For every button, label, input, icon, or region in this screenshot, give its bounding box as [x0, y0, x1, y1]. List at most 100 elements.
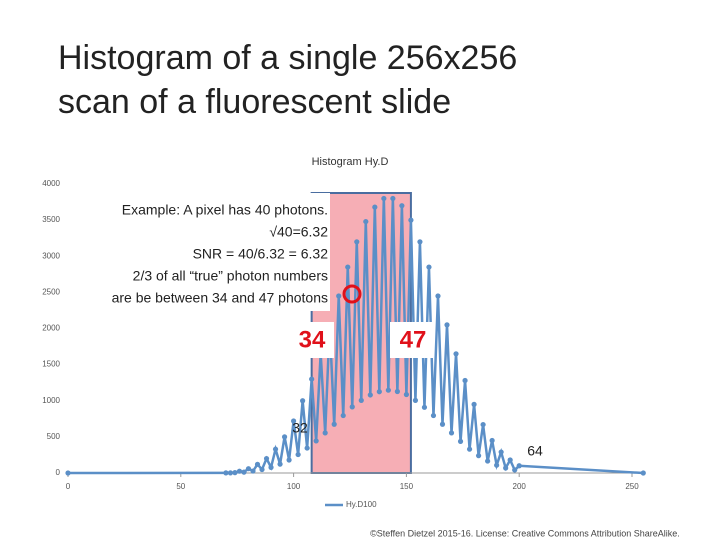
annotation-label: 64 [527, 443, 543, 459]
range-label: 34 [299, 326, 326, 353]
data-point [250, 468, 256, 474]
data-point [462, 377, 468, 384]
data-point [236, 468, 243, 474]
data-point [421, 404, 428, 410]
data-point [304, 445, 310, 451]
data-point [259, 466, 265, 473]
x-tick-label: 150 [400, 482, 414, 491]
data-point [485, 458, 491, 464]
y-tick-label: 2500 [42, 287, 60, 296]
data-point [227, 470, 234, 476]
data-point [232, 470, 238, 476]
data-point [453, 351, 459, 357]
label-box [390, 322, 434, 358]
data-point [322, 430, 328, 436]
annotation-box [68, 193, 330, 311]
data-point [376, 389, 382, 395]
data-point [494, 462, 500, 468]
data-point [475, 453, 482, 459]
data-point [385, 387, 391, 393]
annotation-line: 2/3 of all “true” photon numbers [133, 268, 328, 284]
x-tick-label: 100 [287, 482, 301, 491]
data-point [313, 438, 319, 444]
data-point [241, 469, 247, 475]
data-point [263, 455, 270, 462]
data-point [65, 470, 71, 476]
data-point [272, 446, 279, 452]
chart-title: Histogram Hy.D [312, 156, 389, 168]
x-tick-label: 250 [625, 482, 639, 491]
data-point [349, 404, 355, 410]
y-tick-label: 3500 [42, 215, 60, 224]
data-point [354, 239, 360, 245]
data-point [390, 195, 396, 202]
data-point [507, 457, 513, 463]
data-point [291, 418, 297, 424]
data-point [489, 437, 495, 444]
footer: ©Steffen Dietzel 2015-16. License: Creat… [370, 528, 680, 538]
data-point [340, 412, 346, 419]
x-tick-label: 50 [176, 482, 185, 491]
data-point [300, 398, 306, 404]
data-point [435, 293, 441, 299]
data-point [254, 461, 261, 467]
data-point [295, 451, 301, 458]
data-point [223, 470, 229, 476]
data-point [331, 421, 337, 427]
highlight-circle [342, 284, 362, 304]
data-point [286, 457, 292, 463]
data-point [516, 463, 522, 469]
data-point [471, 401, 477, 407]
annotation-line: Example: A pixel has 40 photons. [122, 202, 328, 218]
y-tick-label: 0 [56, 468, 61, 477]
data-point [372, 204, 378, 210]
data-point [480, 421, 486, 428]
data-point [426, 264, 432, 270]
data-point [498, 449, 504, 455]
annotation-line: are be between 34 and 47 photons [112, 290, 328, 306]
data-point [466, 446, 473, 452]
data-point [430, 412, 437, 419]
y-tick-label: 1500 [42, 360, 60, 369]
y-tick-label: 1000 [42, 396, 60, 405]
data-point [503, 465, 509, 471]
data-point [640, 470, 646, 476]
data-point [281, 434, 288, 440]
annotation-line: √40=6.32 [269, 224, 328, 240]
data-point [412, 397, 419, 403]
series-line [67, 198, 644, 475]
range-label: 47 [400, 326, 427, 353]
data-point [363, 218, 369, 225]
data-point [439, 421, 446, 427]
data-point [367, 392, 373, 398]
data-point [358, 397, 364, 403]
x-tick-label: 200 [513, 482, 527, 491]
slide-title-line: Histogram of a single 256x256 [58, 39, 517, 77]
y-tick-label: 500 [47, 432, 61, 441]
data-point [417, 239, 423, 245]
annotation-line: SNR = 40/6.32 = 6.32 [193, 246, 329, 262]
x-tick-label: 0 [66, 482, 71, 491]
data-point [277, 461, 283, 467]
data-point [512, 467, 518, 473]
data-point [309, 376, 315, 382]
data-point [268, 464, 274, 470]
y-tick-label: 2000 [42, 324, 60, 333]
data-point [345, 264, 351, 270]
legend-label: Hy.D100 [346, 500, 377, 509]
data-point [403, 391, 409, 398]
data-point [444, 322, 450, 328]
data-point [448, 430, 455, 436]
data-point [381, 195, 387, 202]
data-point [408, 217, 414, 223]
data-point [336, 293, 342, 299]
label-box [290, 322, 334, 358]
y-tick-label: 4000 [42, 179, 60, 188]
data-point [394, 388, 400, 395]
slide-title-line: scan of a fluorescent slide [58, 83, 451, 121]
data-point [245, 466, 252, 472]
data-point [457, 438, 464, 444]
annotation-label: 32 [292, 420, 308, 436]
y-tick-label: 3000 [42, 251, 60, 260]
